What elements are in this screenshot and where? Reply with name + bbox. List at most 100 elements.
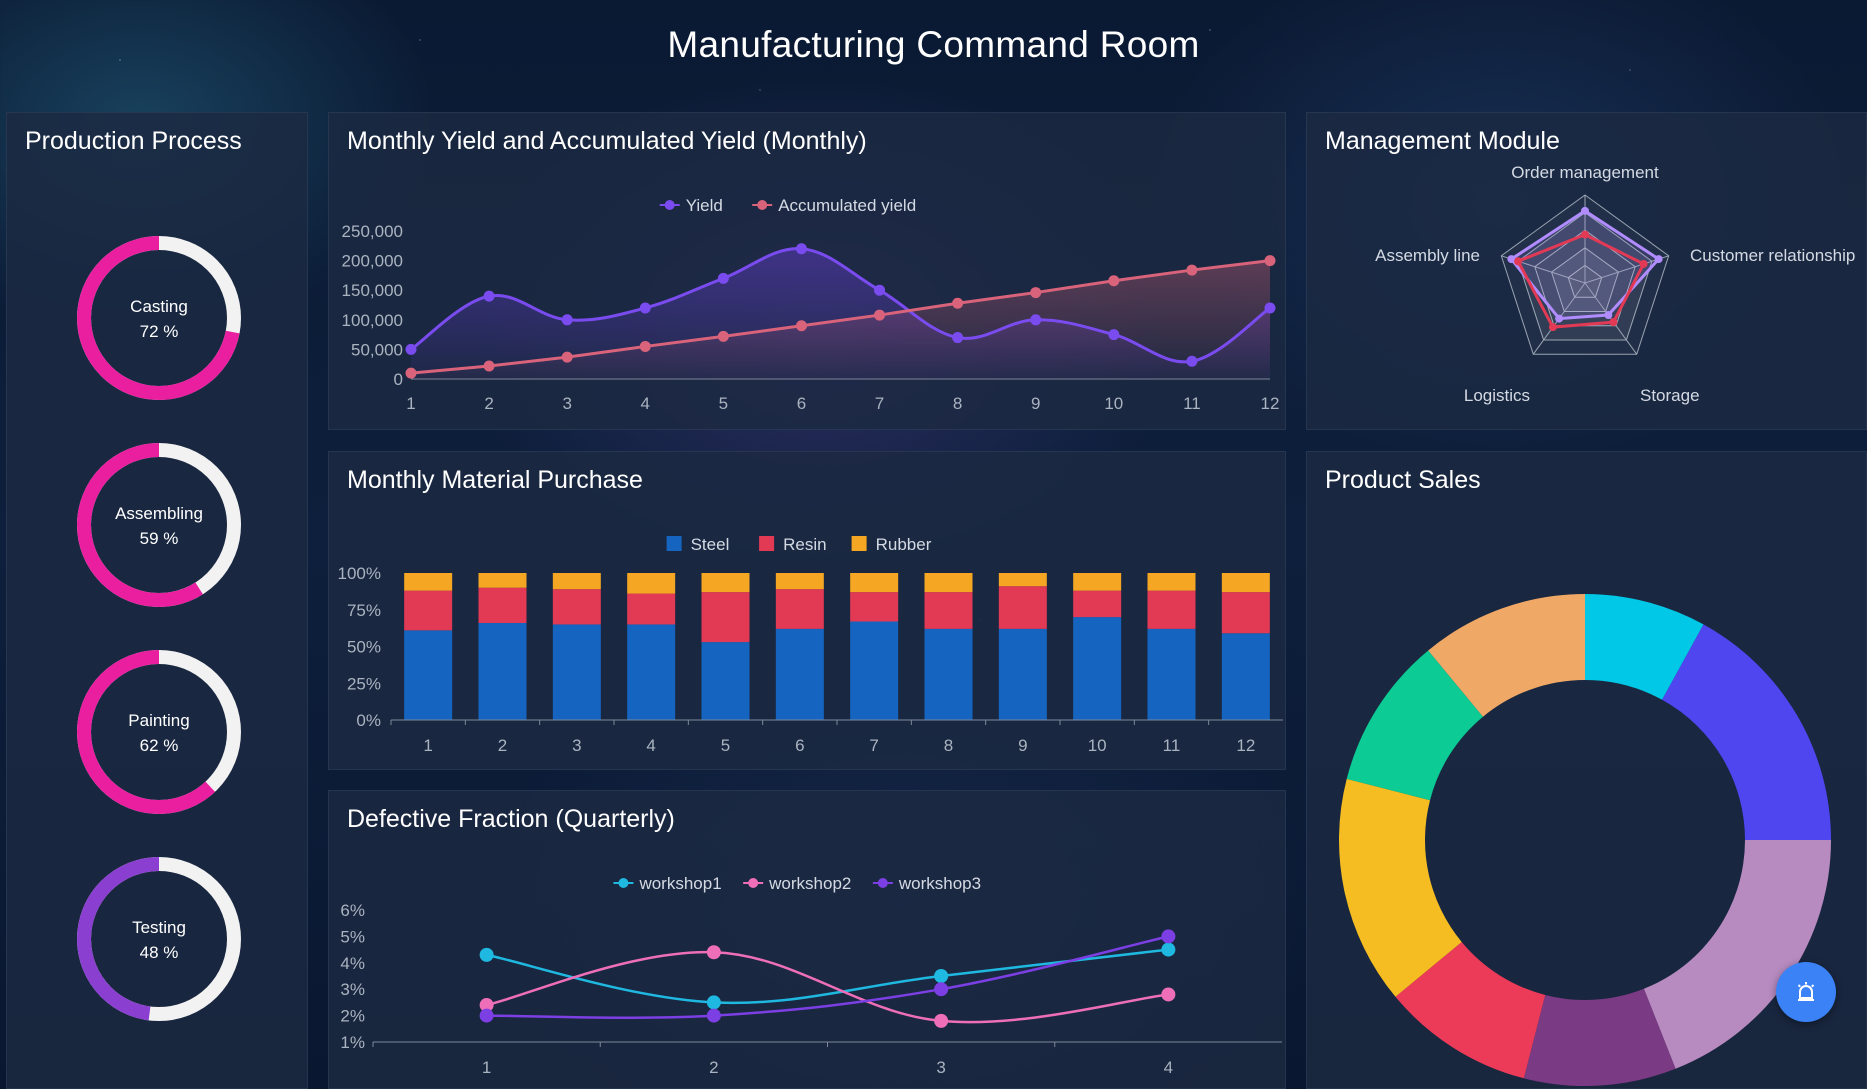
bar-segment-steel <box>701 642 750 720</box>
x-tick-label: 2 <box>498 736 507 755</box>
series-line-workshop2 <box>486 950 1169 1024</box>
process-gauge-painting: Painting 62 % <box>77 650 241 814</box>
y-tick-label: 4% <box>340 954 365 973</box>
bar-segment-rubber <box>701 573 750 593</box>
x-tick-label: 8 <box>953 394 962 413</box>
bar-segment-steel <box>404 630 453 720</box>
radar-point <box>1555 314 1564 323</box>
x-tick-label: 9 <box>1031 394 1040 413</box>
radar-indicator-label: Storage <box>1640 386 1700 405</box>
yield-point <box>874 284 886 296</box>
accumulated-point <box>1264 255 1276 267</box>
yield-point <box>1030 314 1042 326</box>
series-line-workshop3 <box>486 935 1169 1019</box>
x-tick-label: 2 <box>709 1058 718 1077</box>
y-tick-label: 200,000 <box>342 252 403 271</box>
radar-point <box>1514 257 1523 266</box>
x-tick-label: 8 <box>944 736 953 755</box>
radar-axis <box>1584 282 1638 355</box>
bar-segment-rubber <box>850 573 899 593</box>
production-process-title: Production Process <box>25 127 242 155</box>
legend-label: Accumulated yield <box>778 196 916 215</box>
x-tick-label: 4 <box>1164 1058 1173 1077</box>
accumulated-point <box>1030 287 1042 299</box>
x-tick-label: 4 <box>646 736 655 755</box>
legend-marker <box>757 200 768 210</box>
radar-indicator-label: Assembly line <box>1375 246 1480 265</box>
bar-segment-steel <box>775 628 824 720</box>
series-line-workshop1 <box>486 948 1169 1005</box>
legend-marker <box>664 200 675 210</box>
series-point-workshop1 <box>1161 942 1176 957</box>
y-tick-label: 2% <box>340 1007 365 1026</box>
series-point-workshop1 <box>479 947 494 962</box>
accumulated-line <box>410 259 1271 375</box>
radar-point <box>1581 230 1589 239</box>
radar-grid-ring <box>1567 264 1603 298</box>
yield-chart: Yield Accumulated yield 0 50,000 100,000 150,… <box>342 196 1280 413</box>
bar-segment-resin <box>924 592 973 629</box>
series-point-workshop2 <box>479 998 494 1013</box>
legend-marker <box>877 878 888 888</box>
radar-point <box>1581 206 1589 215</box>
yield-point <box>483 290 495 302</box>
bar-segment-resin <box>775 589 824 629</box>
x-tick-label: 5 <box>719 394 728 413</box>
material-panel: Monthly Material Purchase Steel Resin Rubb… <box>328 451 1286 770</box>
legend-swatch <box>851 536 867 551</box>
legend-marker <box>618 878 629 888</box>
radar-indicator-label: Order management <box>1511 163 1659 182</box>
x-tick-label: 3 <box>562 394 571 413</box>
bar-segment-steel <box>1221 633 1270 720</box>
bar-segment-steel <box>478 622 527 720</box>
accumulated-point <box>639 340 651 352</box>
yield-chart-title: Monthly Yield and Accumulated Yield (Mon… <box>347 127 867 155</box>
accumulated-point <box>1186 264 1198 276</box>
radar-axis <box>1584 255 1669 284</box>
y-tick-label: 100,000 <box>342 311 403 330</box>
series-point-workshop1 <box>934 969 949 983</box>
yield-point <box>405 343 417 355</box>
radar-grid-ring <box>1500 194 1670 355</box>
series-point-workshop3 <box>479 1008 494 1023</box>
gauge-progress <box>77 236 241 400</box>
gauge-label: Testing <box>132 918 186 937</box>
process-gauge-casting: Casting 72 % <box>77 236 241 400</box>
yield-panel: Monthly Yield and Accumulated Yield (Mon… <box>328 112 1286 430</box>
yield-point <box>1186 355 1198 367</box>
accumulated-point <box>874 309 886 321</box>
yield-line <box>410 247 1271 364</box>
legend-label: Steel <box>691 535 730 554</box>
x-tick-label: 7 <box>875 394 884 413</box>
x-tick-label: 12 <box>1261 394 1280 413</box>
process-gauge-testing: Testing 48 % <box>77 857 241 1021</box>
defective-panel: Defective Fraction (Quarterly) workshop1… <box>328 790 1286 1089</box>
process-gauges: Casting 72 % Assembling 59 % Painting 62 % Tes… <box>77 236 241 1021</box>
radar-series <box>1509 209 1661 321</box>
gauge-value: 48 % <box>140 943 179 962</box>
alarm-button[interactable] <box>1776 962 1836 1022</box>
radar-indicator-label: Logistics <box>1464 386 1530 405</box>
sales-donut-chart <box>1339 594 1831 1086</box>
x-tick-label: 9 <box>1018 736 1027 755</box>
x-tick-label: 2 <box>484 394 493 413</box>
y-tick-label: 75% <box>347 601 381 620</box>
accumulated-point <box>952 297 964 309</box>
radar-point <box>1548 323 1557 332</box>
legend-item: Accumulated yield <box>752 196 916 215</box>
bar-segment-rubber <box>775 573 824 590</box>
legend-label: workshop3 <box>898 874 981 893</box>
gauge-progress <box>77 857 241 1021</box>
series-point-workshop2 <box>1161 987 1176 1002</box>
management-panel: Management Module Order management Custom… <box>1306 112 1867 430</box>
y-tick-label: 50,000 <box>351 340 403 359</box>
defective-chart: workshop1 workshop2 workshop3 1% 2% 3% 4% 5% 6% 1… <box>340 874 1282 1077</box>
bar-segment-resin <box>404 590 453 631</box>
gauge-value: 59 % <box>140 529 179 548</box>
accumulated-point <box>483 360 495 372</box>
donut-slice <box>1662 624 1831 840</box>
x-tick-label: 1 <box>482 1058 491 1077</box>
series-point-workshop3 <box>1161 929 1176 944</box>
x-tick-label: 11 <box>1183 394 1201 413</box>
y-tick-label: 3% <box>340 980 365 999</box>
